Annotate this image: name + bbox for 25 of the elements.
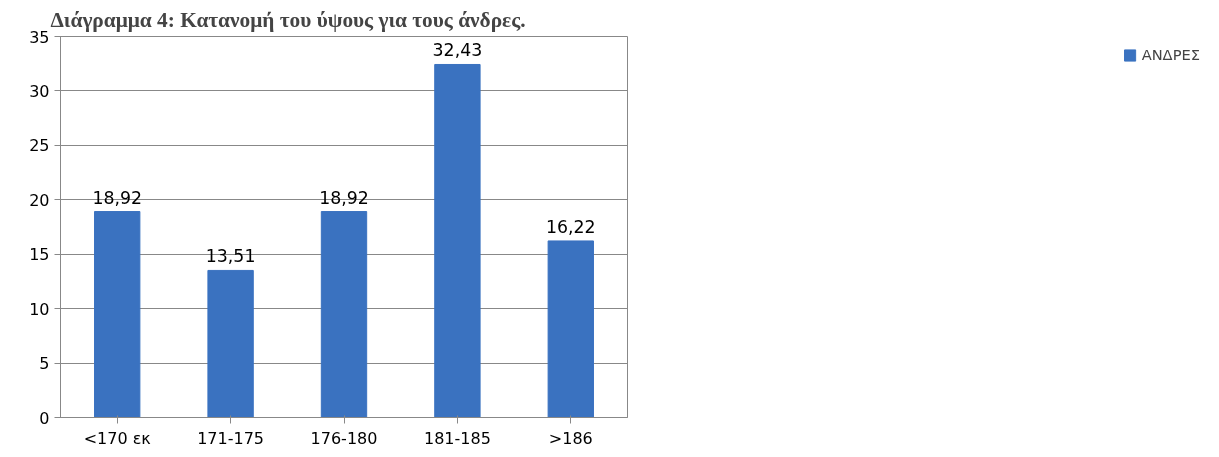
text: 13,51	[205, 246, 256, 267]
y-tick-label: 30	[29, 81, 50, 101]
text: 18,92	[319, 187, 369, 208]
y-tick-label: 35	[29, 27, 50, 47]
x-tick-label: 181-185	[423, 428, 491, 448]
bar	[547, 240, 594, 418]
chart-title: Διάγραμμα 4: Κατανομή του ύψους για τους άνδρες.	[50, 7, 526, 32]
bar	[434, 63, 481, 418]
bar	[320, 211, 368, 418]
x-tick-label: 171-175	[197, 428, 265, 448]
x-tick-label: <170 εκ	[83, 428, 152, 448]
y-tick-label: 20	[29, 190, 50, 210]
y-tick-label: 25	[29, 136, 50, 156]
text: 16,22	[546, 216, 596, 237]
x-tick-label: >186	[548, 428, 593, 448]
bar	[207, 269, 254, 418]
x-tick-label: 176-180	[310, 428, 378, 448]
y-tick-label: 10	[29, 299, 50, 319]
y-tick-label: 15	[29, 245, 50, 265]
text: 18,92	[92, 187, 143, 208]
bar	[94, 211, 141, 418]
y-tick-label: 5	[39, 354, 50, 374]
y-tick-label: 0	[39, 408, 50, 428]
legend-label: ΑΝΔΡΕΣ	[1141, 46, 1200, 63]
text: 32,43	[432, 40, 483, 61]
